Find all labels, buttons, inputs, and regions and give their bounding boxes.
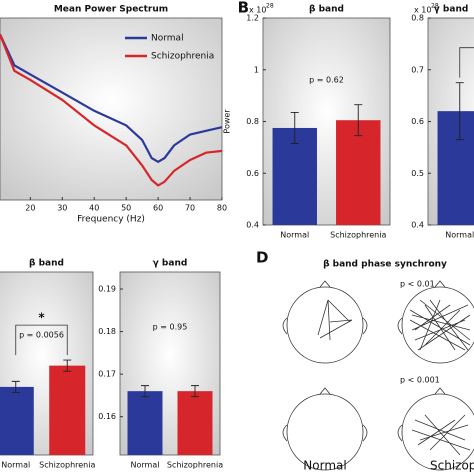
x-tick-label: 70 [185, 204, 195, 213]
x-tick-label: 20 [25, 204, 35, 213]
panel-d [282, 280, 474, 471]
y-tick-label: 0.19 [98, 285, 116, 294]
y-tick-label: 1.2 [246, 14, 259, 23]
error-bar [354, 104, 363, 137]
p-value: p = 0.62 [309, 76, 344, 85]
panel-label: D [256, 249, 268, 267]
x-tick-label: Schizophrenia [39, 461, 95, 470]
bar [177, 391, 213, 455]
p-value: p = 0.95 [153, 322, 188, 331]
series-line [0, 33, 223, 187]
bar [272, 127, 317, 225]
y-tick-label: 0.7 [411, 65, 424, 74]
x-tick-label: Schizophrenia [330, 231, 386, 240]
ears [282, 317, 403, 442]
connections [411, 414, 471, 456]
group-label: Schizophrenia [430, 459, 474, 473]
plot-area [0, 17, 223, 201]
chart-title: γ band [153, 259, 188, 269]
diagram-title: β band phase synchrony [323, 260, 447, 270]
y-axis-label: Power [223, 109, 232, 134]
y-tick-label: 0.6 [246, 169, 259, 178]
group-label: Normal [303, 459, 346, 473]
axis-exponent: 28 [431, 3, 439, 10]
error-bar [191, 385, 199, 398]
significance-bracket [15, 324, 68, 356]
p-value: p < 0.01 [400, 280, 435, 289]
y-tick-label: 0.17 [98, 370, 116, 379]
y-tick-label: 0.4 [411, 221, 424, 230]
y-tick-label: 0.4 [246, 221, 259, 230]
y-tick-label: 0.6 [411, 117, 424, 126]
axis-exponent: x 10 [249, 6, 266, 15]
noses [319, 280, 446, 395]
error-bar [455, 82, 464, 141]
error-bar [141, 385, 149, 398]
axis-exponent: 28 [266, 3, 274, 10]
head [286, 286, 364, 364]
p-value: p = 0.0056 [19, 331, 64, 340]
series-line [0, 33, 223, 164]
y-tick-label: 1 [254, 65, 259, 74]
head [286, 393, 364, 471]
x-tick-label: Normal [445, 231, 474, 240]
x-tick-label: 50 [121, 204, 131, 213]
x-axis-label: Frequency (Hz) [77, 215, 145, 225]
error-bar [290, 111, 299, 144]
chart-title: γ band [434, 5, 469, 15]
significance-star: * [38, 311, 45, 325]
y-tick-label: 0.18 [98, 327, 116, 336]
x-tick-label: Normal [1, 461, 30, 470]
connections [317, 299, 353, 341]
bar [0, 386, 34, 455]
x-tick-label: Normal [280, 231, 309, 240]
x-tick-label: Schizophrenia [167, 461, 223, 470]
panel-label: B [238, 0, 249, 17]
significance-bracket [459, 47, 474, 78]
x-tick-label: 40 [89, 204, 99, 213]
x-tick-label: 30 [57, 204, 67, 213]
y-tick-label: 0.5 [411, 169, 424, 178]
x-tick-label: Normal [131, 461, 160, 470]
bar [336, 120, 381, 225]
y-tick-label: 0.8 [246, 117, 259, 126]
x-tick-label: 60 [153, 204, 163, 213]
p-value: p < 0.001 [400, 376, 440, 385]
legend-label: Schizophrenia [151, 52, 214, 62]
chart-title: β band [309, 5, 344, 15]
chart-title: β band [29, 259, 64, 269]
chart-title: Mean Power Spectrum [54, 5, 168, 15]
y-tick-label: 0.8 [411, 14, 424, 23]
x-tick-label: 80 [217, 204, 227, 213]
error-bar [63, 359, 72, 372]
error-bar [11, 380, 20, 393]
axis-exponent: x 10 [414, 6, 431, 15]
connections [409, 299, 471, 351]
y-tick-label: 0.16 [98, 412, 116, 421]
bar [127, 391, 163, 455]
bar [437, 111, 474, 225]
bar [49, 365, 86, 455]
legend-label: Normal [151, 34, 184, 44]
